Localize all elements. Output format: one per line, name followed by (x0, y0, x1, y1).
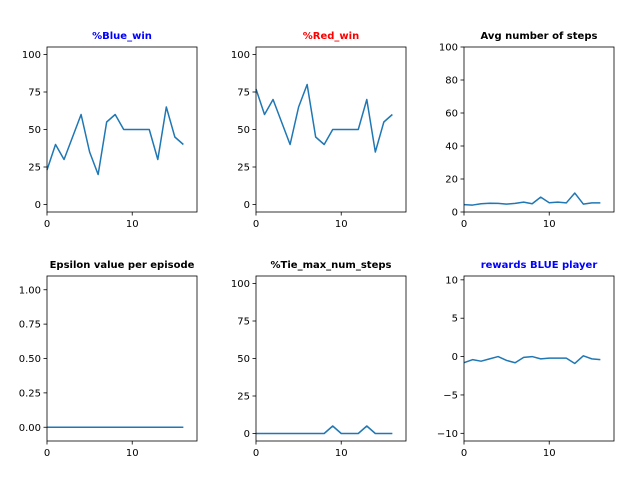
y-tick-label: 75 (237, 317, 250, 328)
y-tick-label: 0.50 (19, 354, 41, 365)
y-tick-label: 25 (28, 163, 41, 174)
subplot-title: Avg number of steps (481, 31, 598, 42)
series-line (256, 425, 393, 435)
y-tick-label: 0 (244, 429, 250, 440)
axes-frame (255, 275, 407, 442)
subplot-title: %Red_win (303, 31, 359, 42)
y-tick-label: −5 (443, 390, 458, 401)
y-tick-label: 5 (452, 314, 458, 325)
x-tick-label: 10 (335, 219, 348, 230)
series-line (463, 355, 601, 365)
series-line (46, 106, 184, 176)
x-tick-label: 0 (44, 448, 50, 459)
subplot-title: %Tie_max_num_steps (271, 260, 392, 271)
y-tick-label: 100 (231, 279, 250, 290)
y-tick-label: 0 (452, 208, 458, 219)
y-tick-label: 60 (445, 109, 458, 120)
x-tick-label: 10 (543, 219, 556, 230)
series-line (255, 83, 393, 153)
y-tick-label: 75 (237, 88, 250, 99)
x-tick-label: 0 (44, 219, 50, 230)
subplot-title: rewards BLUE player (481, 260, 598, 271)
y-tick-label: 0.00 (19, 423, 41, 434)
y-tick-label: −10 (437, 429, 458, 440)
y-tick-label: 1.00 (19, 285, 41, 296)
y-tick-label: 50 (237, 125, 250, 136)
subplot-6: rewards BLUE player 0 10 −10 −5 0 5 10 (437, 260, 615, 459)
y-tick-label: 0.75 (19, 320, 41, 331)
y-tick-label: 0 (35, 200, 41, 211)
y-tick-label: 10 (445, 275, 458, 286)
y-tick-label: 50 (28, 125, 41, 136)
y-tick-label: 100 (231, 50, 250, 61)
y-tick-label: 0.25 (19, 388, 41, 399)
x-tick-label: 0 (461, 448, 467, 459)
axes-frame (255, 46, 407, 213)
y-tick-label: 100 (439, 43, 458, 54)
y-tick-label: 40 (445, 142, 458, 153)
y-tick-label: 100 (22, 50, 41, 61)
axes-frame (463, 46, 615, 213)
series-line (463, 192, 601, 206)
axes-frame (463, 275, 615, 442)
x-tick-label: 10 (126, 219, 139, 230)
y-tick-label: 20 (445, 175, 458, 186)
x-tick-label: 10 (335, 448, 348, 459)
x-tick-label: 10 (543, 448, 556, 459)
axes-frame (46, 275, 198, 442)
x-tick-label: 10 (126, 448, 139, 459)
x-tick-label: 0 (461, 219, 467, 230)
y-tick-label: 0 (244, 200, 250, 211)
y-tick-label: 25 (237, 392, 250, 403)
x-tick-label: 0 (253, 219, 259, 230)
subplot-4: Epsilon value per episode 0 10 0.00 0.25 0.50… (19, 260, 198, 459)
y-tick-label: 0 (452, 352, 458, 363)
y-tick-label: 75 (28, 88, 41, 99)
y-tick-label: 25 (237, 163, 250, 174)
y-tick-label: 50 (237, 354, 250, 365)
y-tick-label: 80 (445, 76, 458, 87)
axes-frame (46, 46, 198, 213)
x-tick-label: 0 (253, 448, 259, 459)
subplot-title: Epsilon value per episode (50, 260, 195, 271)
subplot-title: %Blue_win (92, 31, 152, 42)
